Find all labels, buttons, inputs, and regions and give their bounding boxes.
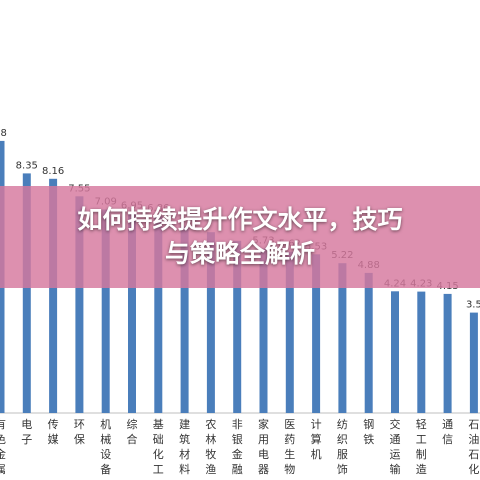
bar-10 [259,248,268,413]
bar-14 [364,272,373,413]
bar-11 [285,251,294,413]
category-label-11: 医药生物 [284,418,295,476]
category-label-14: 钢铁 [363,418,374,446]
value-label-1: 8.35 [16,160,38,171]
category-label-12: 计算机 [311,418,322,461]
category-label-3: 环保 [74,418,85,446]
category-label-8: 农林牧渔 [205,417,216,476]
category-label-2: 传媒 [48,418,59,446]
category-label-15: 交通运输 [390,417,401,476]
value-label-18: 3.5 [466,300,480,311]
value-label-2: 8.16 [42,166,64,177]
value-label-0: 48 [0,128,7,139]
category-label-10: 家用电器 [258,417,269,476]
bar-5 [128,213,136,413]
title-overlay-band: 如何持续提升作文水平，技巧 与策略全解析 [0,186,480,288]
overlay-title-line-1: 如何持续提升作文水平，技巧 [77,205,403,234]
overlay-title-line-2: 与策略全解析 [164,239,315,268]
bar-12 [312,254,321,413]
category-label-13: 纺织服饰 [337,417,348,476]
bar-8 [206,232,215,413]
category-label-5: 综合 [127,417,138,446]
category-label-7: 建筑材料 [179,417,190,476]
bar-13 [338,263,347,413]
bar-1 [22,173,31,413]
category-label-17: 通信 [442,418,453,446]
category-label-6: 基础化工 [153,418,164,476]
bar-17 [443,293,452,413]
category-label-16: 轻工制造 [416,417,427,476]
category-label-1: 电子 [21,418,32,446]
bar-18 [469,312,478,414]
category-label-0: 有色金属 [0,417,6,476]
bar-16 [417,291,426,413]
bar-7 [180,226,189,413]
bar-2 [49,178,58,413]
category-label-4: 机械设备 [100,417,111,476]
category-label-18: 石油石化 [468,418,479,476]
bar-15 [391,291,399,413]
bar-3 [75,196,84,413]
bar-4 [101,209,110,413]
bar-9 [233,240,242,413]
bar-6 [154,216,163,413]
category-label-9: 非银金融 [232,418,243,476]
